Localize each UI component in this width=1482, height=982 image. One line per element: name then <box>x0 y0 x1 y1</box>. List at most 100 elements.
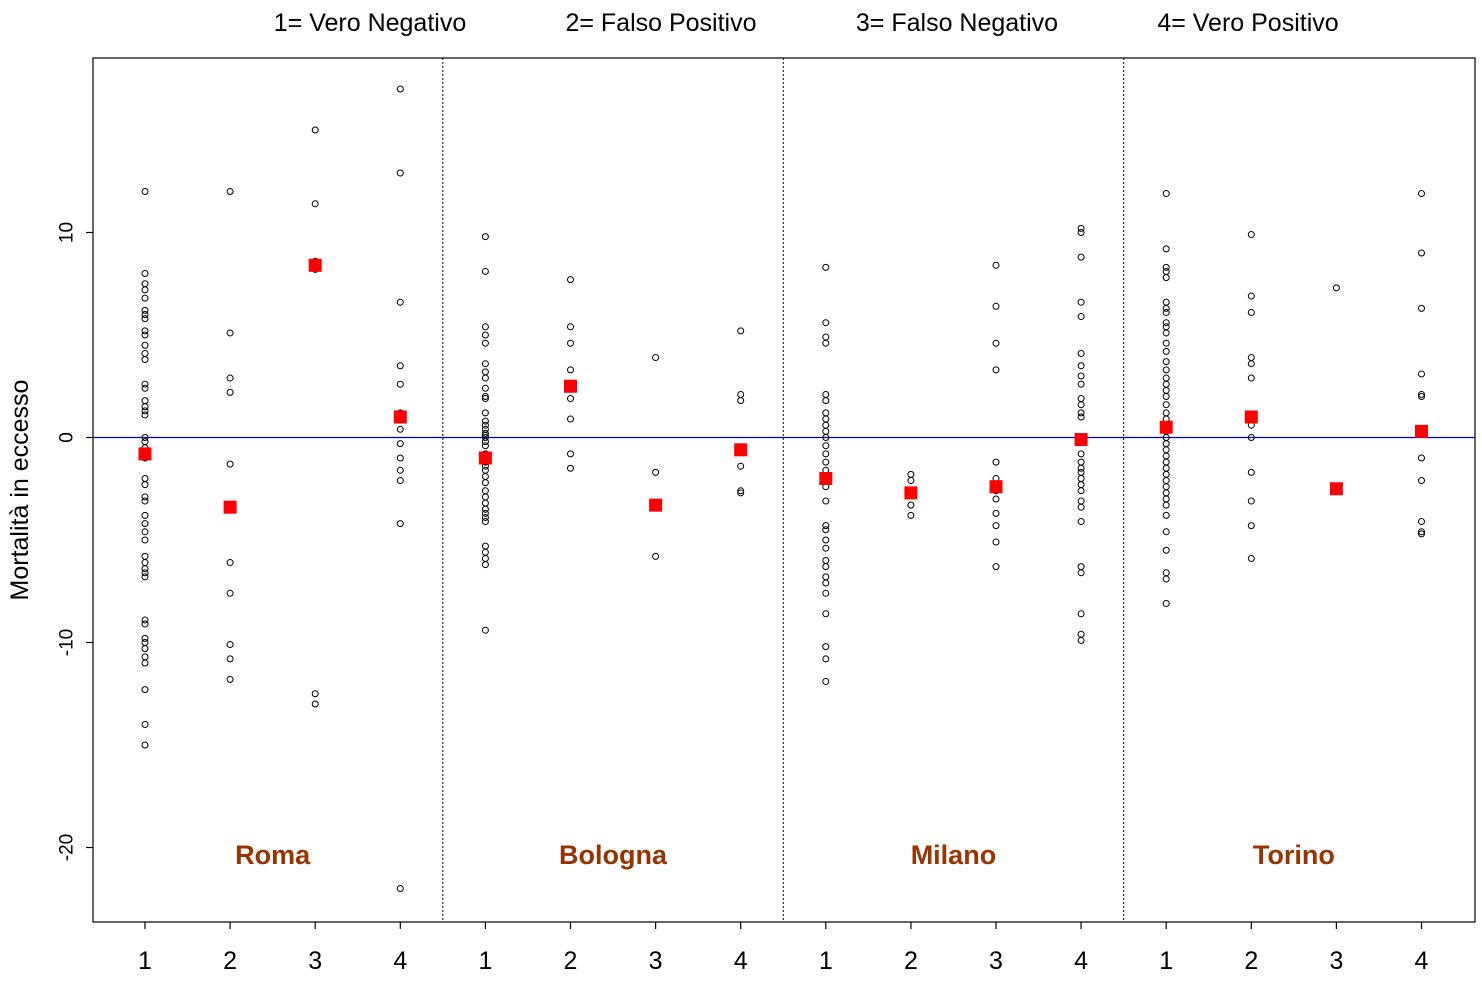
data-point <box>481 518 489 526</box>
data-point <box>481 472 489 480</box>
data-point <box>652 468 660 476</box>
data-point <box>141 520 149 528</box>
data-point <box>481 479 489 487</box>
data-point <box>1162 329 1170 337</box>
data-point <box>1162 452 1170 460</box>
x-tick-label: 3 <box>1329 947 1343 975</box>
data-point <box>1077 464 1085 472</box>
data-point <box>992 495 1000 503</box>
x-tick-label: 1 <box>138 947 152 975</box>
data-point <box>1247 434 1255 441</box>
data-point <box>1077 313 1085 321</box>
data-point <box>907 470 915 478</box>
data-point <box>1418 528 1425 536</box>
data-point <box>1162 267 1170 275</box>
data-point <box>1162 401 1170 409</box>
data-point <box>1162 483 1170 491</box>
data-point <box>822 450 830 458</box>
data-point <box>226 589 234 597</box>
x-tick-label: 2 <box>1244 947 1258 975</box>
data-point <box>1418 477 1425 485</box>
data-point <box>1162 464 1170 472</box>
data-point <box>141 380 149 388</box>
data-point <box>1247 360 1255 368</box>
mean-marker <box>1329 482 1343 496</box>
data-point <box>1077 229 1085 236</box>
data-point <box>396 466 404 474</box>
data-point <box>226 675 234 683</box>
data-point <box>141 616 149 624</box>
data-point <box>567 464 574 472</box>
data-point <box>1162 319 1170 327</box>
data-point <box>1162 409 1170 417</box>
data-point <box>992 261 1000 269</box>
data-point <box>822 655 830 663</box>
data-point <box>226 388 234 396</box>
data-point <box>907 501 915 509</box>
y-axis: -20 -10 0 10 <box>57 222 93 861</box>
data-point <box>1077 563 1085 571</box>
data-point <box>481 505 489 513</box>
mean-marker <box>734 443 748 457</box>
data-point <box>396 169 404 177</box>
data-point <box>141 311 149 318</box>
data-point <box>141 356 149 364</box>
y-tick-label: 0 <box>57 432 78 443</box>
x-tick-label: 3 <box>649 947 663 975</box>
mean-marker <box>819 472 833 485</box>
data-point <box>1162 470 1170 478</box>
data-point <box>141 536 149 544</box>
data-point <box>141 634 149 642</box>
data-point <box>992 563 1000 571</box>
data-point <box>226 188 234 195</box>
y-axis-label: Mortalità in eccesso <box>6 380 34 601</box>
data-point <box>737 489 745 497</box>
data-point <box>567 276 574 284</box>
data-point <box>567 366 574 374</box>
data-point <box>822 579 830 587</box>
data-point <box>1247 292 1255 300</box>
data-point <box>1162 477 1170 485</box>
mean-marker <box>1159 420 1173 434</box>
data-point <box>822 319 830 327</box>
data-point <box>1162 274 1170 282</box>
data-point <box>141 438 149 446</box>
data-point <box>226 374 234 382</box>
legend-item-falso-negativo: 3= Falso Negativo <box>856 9 1058 37</box>
plot-frame <box>92 57 1476 923</box>
data-point <box>1077 253 1085 261</box>
data-point <box>1077 636 1085 644</box>
mean-marker <box>564 379 577 393</box>
mean-marker <box>478 451 492 465</box>
data-point <box>396 477 404 485</box>
data-point <box>1077 372 1085 380</box>
data-point <box>396 520 404 528</box>
x-axis: 1 2 3 4 1 2 3 4 1 2 3 4 1 2 3 4 <box>138 922 1429 975</box>
data-point <box>1162 575 1170 583</box>
data-point <box>226 641 234 649</box>
data-point <box>1418 393 1425 400</box>
data-point <box>1162 458 1170 466</box>
data-point <box>396 440 404 448</box>
data-point <box>311 690 319 698</box>
data-point <box>481 393 489 400</box>
data-point <box>141 397 149 405</box>
data-point <box>481 267 489 275</box>
y-tick-label: -20 <box>57 834 78 861</box>
data-point <box>481 429 489 437</box>
data-point <box>396 425 404 433</box>
data-point <box>822 677 830 685</box>
data-point <box>1418 390 1425 398</box>
data-point <box>1418 454 1425 462</box>
data-point <box>226 329 234 337</box>
data-point <box>141 315 149 323</box>
data-point <box>141 407 149 415</box>
x-tick-label: 3 <box>308 947 322 975</box>
data-point <box>481 395 489 403</box>
data-point <box>481 626 489 634</box>
data-point <box>1077 458 1085 466</box>
data-point <box>1162 263 1170 271</box>
group-means <box>138 258 1428 514</box>
data-point <box>1418 190 1425 198</box>
x-tick-label: 3 <box>989 947 1003 975</box>
